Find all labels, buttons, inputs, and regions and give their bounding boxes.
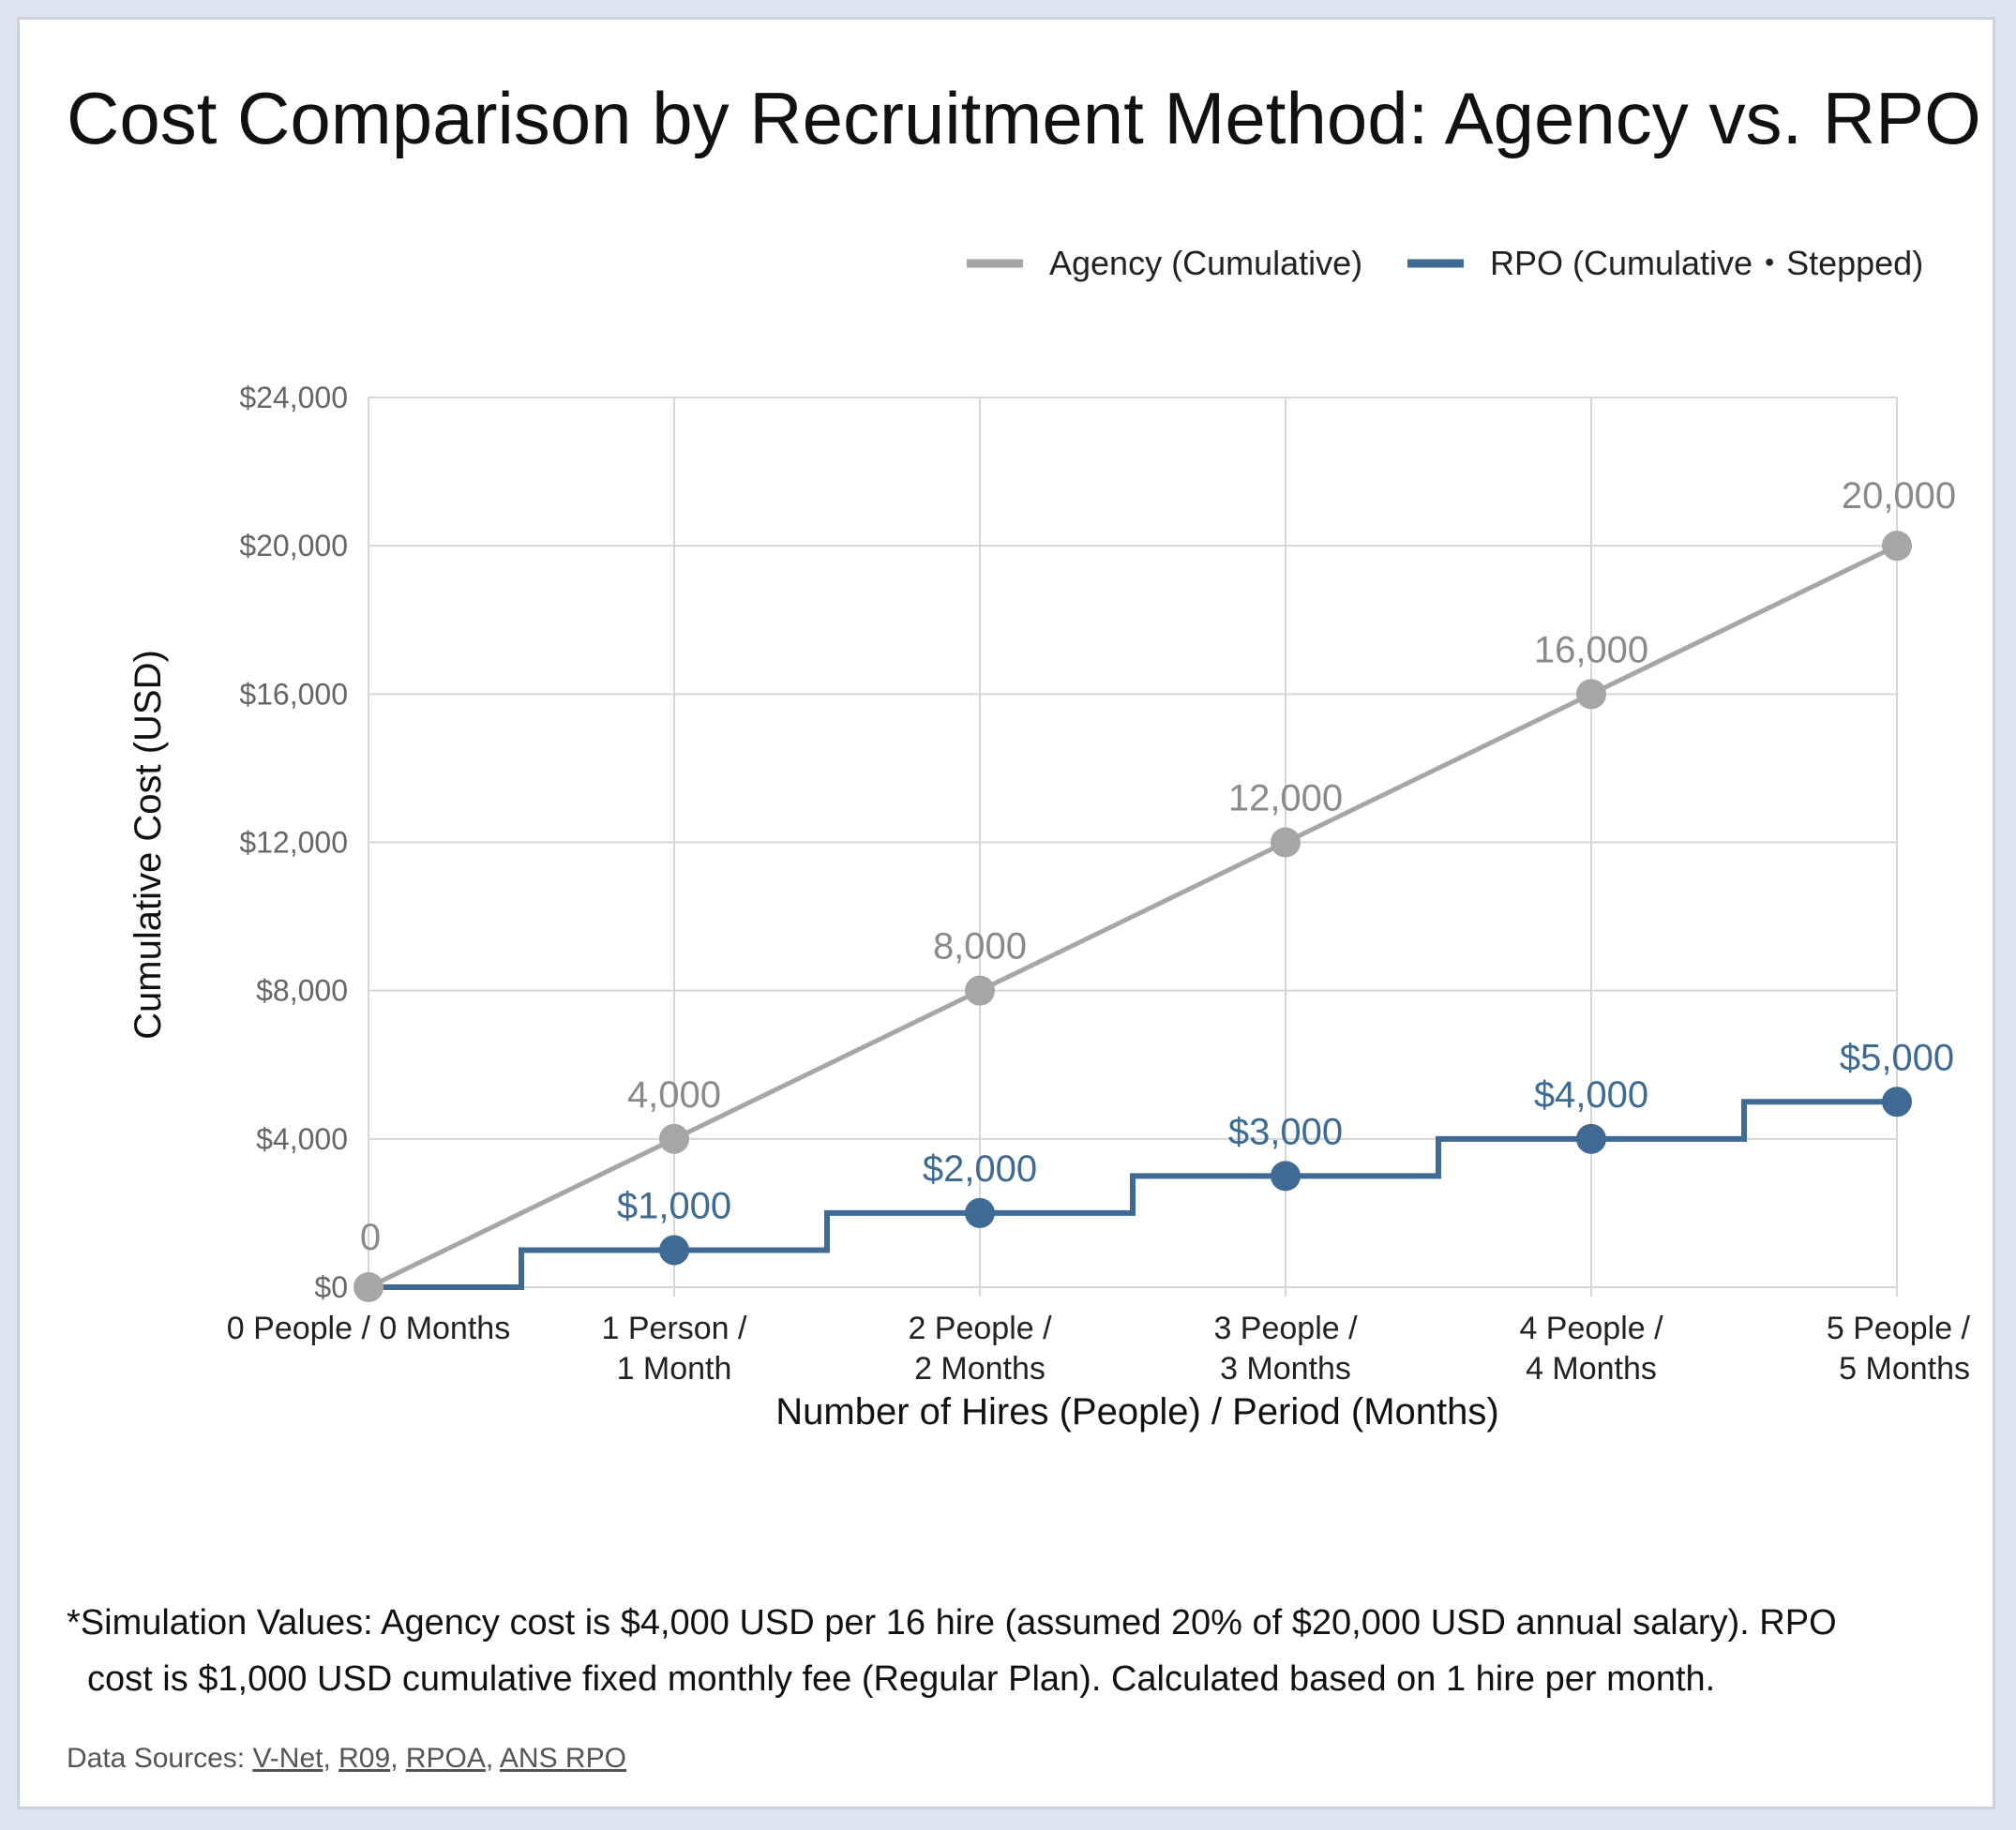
data-source-link[interactable]: RPOA xyxy=(405,1743,486,1774)
rpo-data-label: $3,000 xyxy=(1228,1111,1343,1152)
rpo-point xyxy=(659,1235,689,1266)
series-layer xyxy=(354,531,1912,1302)
agency-point xyxy=(1576,679,1606,710)
rpo-data-label: $2,000 xyxy=(923,1148,1037,1190)
agency-point xyxy=(354,1272,384,1302)
rpo-point xyxy=(965,1197,995,1228)
chart-title: Cost Comparison by Recruitment Method: A… xyxy=(67,77,1981,159)
y-tick-label: $24,000 xyxy=(239,381,348,414)
agency-data-label: 12,000 xyxy=(1228,778,1343,819)
rpo-point xyxy=(1271,1161,1301,1192)
agency-point xyxy=(965,975,995,1006)
agency-data-label: 0 xyxy=(360,1217,381,1258)
rpo-point xyxy=(1576,1123,1606,1154)
x-tick-label: 2 People / xyxy=(908,1311,1052,1346)
chart-card: Cost Comparison by Recruitment Method: A… xyxy=(17,17,1995,1809)
footnote-line-2: cost is $1,000 USD cumulative fixed mont… xyxy=(87,1659,1716,1699)
y-tick-label: $20,000 xyxy=(239,529,348,562)
x-tick-label: 2 Months xyxy=(914,1351,1046,1387)
x-tick-label: 3 Months xyxy=(1220,1351,1351,1387)
x-tick-label: 0 People / 0 Months xyxy=(227,1311,510,1346)
agency-data-label: 4,000 xyxy=(627,1074,721,1116)
grid xyxy=(368,397,1898,1297)
series-line-agency xyxy=(367,543,1899,1290)
y-axis-label: Cumulative Cost (USD) xyxy=(128,650,169,1040)
agency-data-label: 8,000 xyxy=(933,926,1027,968)
agency-point xyxy=(1882,531,1912,562)
y-tick-label: $8,000 xyxy=(256,974,348,1008)
series-line-rpo xyxy=(369,1099,1897,1290)
x-tick-label: 1 Person / xyxy=(602,1311,748,1346)
data-labels: 0 4,000 8,000 12,000 16,000 20,000 $1,000 $2,00… xyxy=(360,475,1956,1258)
rpo-point xyxy=(1882,1087,1912,1118)
footnote-line-1: *Simulation Values: Agency cost is $4,00… xyxy=(67,1603,1837,1642)
rpo-data-label: $1,000 xyxy=(617,1185,731,1226)
footnote: *Simulation Values: Agency cost is $4,00… xyxy=(67,1595,1933,1707)
data-source-link[interactable]: V-Net xyxy=(252,1743,323,1774)
x-tick-labels: 0 People / 0 Months 1 Person / 1 Month 2 Pe… xyxy=(227,1311,1971,1387)
x-tick-label: 5 Months xyxy=(1839,1351,1970,1387)
legend-label-agency: Agency (Cumulative) xyxy=(1049,244,1362,282)
y-tick-labels: $0 $4,000 $8,000 $12,000 $16,000 $20,000 $24,0… xyxy=(239,381,348,1304)
y-tick-label: $12,000 xyxy=(239,826,348,860)
rpo-data-label: $4,000 xyxy=(1534,1074,1648,1116)
legend: Agency (Cumulative) RPO (Cumulative・Stepp… xyxy=(967,244,1923,282)
y-tick-label: $16,000 xyxy=(239,677,348,711)
x-tick-label: 3 People / xyxy=(1213,1311,1358,1346)
rpo-data-label: $5,000 xyxy=(1840,1037,1954,1078)
legend-label-rpo: RPO (Cumulative・Stepped) xyxy=(1490,244,1923,282)
data-source-link[interactable]: ANS RPO xyxy=(499,1743,626,1774)
data-sources-label: Data Sources: xyxy=(67,1743,246,1774)
agency-data-label: 20,000 xyxy=(1842,475,1956,517)
data-sources-list: V-Net, R09, RPOA, ANS RPO xyxy=(252,1743,626,1774)
y-tick-label: $4,000 xyxy=(256,1122,348,1156)
agency-point xyxy=(659,1123,689,1154)
agency-data-label: 16,000 xyxy=(1534,629,1648,670)
chart-svg: $0 $4,000 $8,000 $12,000 $16,000 $20,000 $24,0… xyxy=(128,244,1971,1432)
data-source-link[interactable]: R09 xyxy=(339,1743,391,1774)
x-tick-label: 4 Months xyxy=(1526,1351,1657,1387)
x-axis-label: Number of Hires (People) / Period (Month… xyxy=(775,1391,1498,1432)
y-tick-label: $0 xyxy=(314,1270,348,1304)
x-tick-label: 1 Month xyxy=(617,1351,732,1387)
agency-point xyxy=(1271,827,1301,858)
data-sources: Data Sources: V-Net, R09, RPOA, ANS RPO xyxy=(67,1743,626,1775)
x-tick-label: 4 People / xyxy=(1519,1311,1663,1346)
x-tick-label: 5 People / xyxy=(1827,1311,1971,1346)
